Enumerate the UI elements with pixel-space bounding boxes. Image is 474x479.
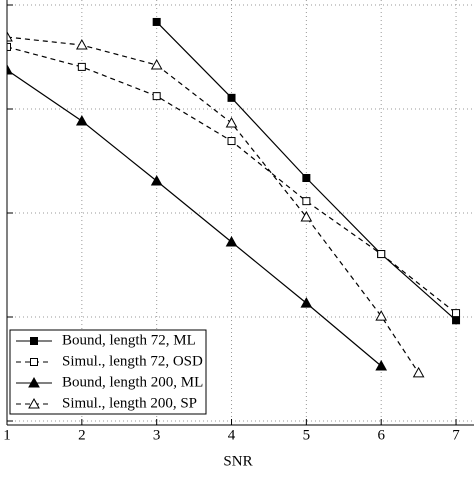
marker (75, 114, 88, 126)
marker (225, 235, 238, 247)
series-line (7, 36, 420, 374)
legend: Bound, length 72, ML Simul., length 72, O… (9, 329, 207, 415)
marker (227, 137, 236, 146)
marker (225, 116, 238, 128)
marker (77, 62, 86, 71)
marker (7, 63, 13, 75)
marker (227, 93, 236, 102)
marker (302, 174, 311, 183)
x-tick-label: 1 (3, 427, 11, 443)
series-line (7, 69, 382, 367)
marker (302, 197, 311, 206)
marker (7, 42, 11, 51)
legend-label: Bound, length 72, ML (62, 332, 196, 348)
marker (152, 92, 161, 101)
legend-box (9, 329, 207, 415)
marker (300, 297, 313, 308)
marker (30, 358, 38, 366)
marker (412, 366, 425, 378)
marker (375, 310, 388, 321)
marker (30, 337, 38, 345)
marker (452, 316, 461, 325)
legend-label: Simul., length 72, OSD (62, 353, 203, 369)
marker (375, 359, 388, 371)
series-line (156, 21, 457, 321)
x-tick-label: 2 (78, 427, 86, 443)
marker (75, 39, 88, 50)
marker (300, 210, 313, 222)
marker (152, 17, 161, 26)
marker (7, 31, 13, 42)
marker (377, 250, 386, 259)
x-tick-label: 7 (452, 427, 460, 443)
x-axis-label: SNR (223, 453, 252, 469)
x-tick-label: 5 (303, 427, 311, 443)
legend-label: Bound, length 200, ML (62, 374, 203, 390)
marker (452, 309, 461, 318)
x-tick-label: 3 (153, 427, 161, 443)
x-tick-label: 4 (228, 427, 236, 443)
marker (28, 397, 40, 409)
marker (150, 58, 163, 70)
axes: 1 2 3 4 5 6 7 (3, 4, 460, 443)
legend-label: Simul., length 200, SP (62, 395, 197, 411)
marker (150, 174, 163, 186)
plot-area (7, 17, 461, 378)
x-tick-label: 6 (377, 427, 385, 443)
marker (28, 376, 40, 388)
